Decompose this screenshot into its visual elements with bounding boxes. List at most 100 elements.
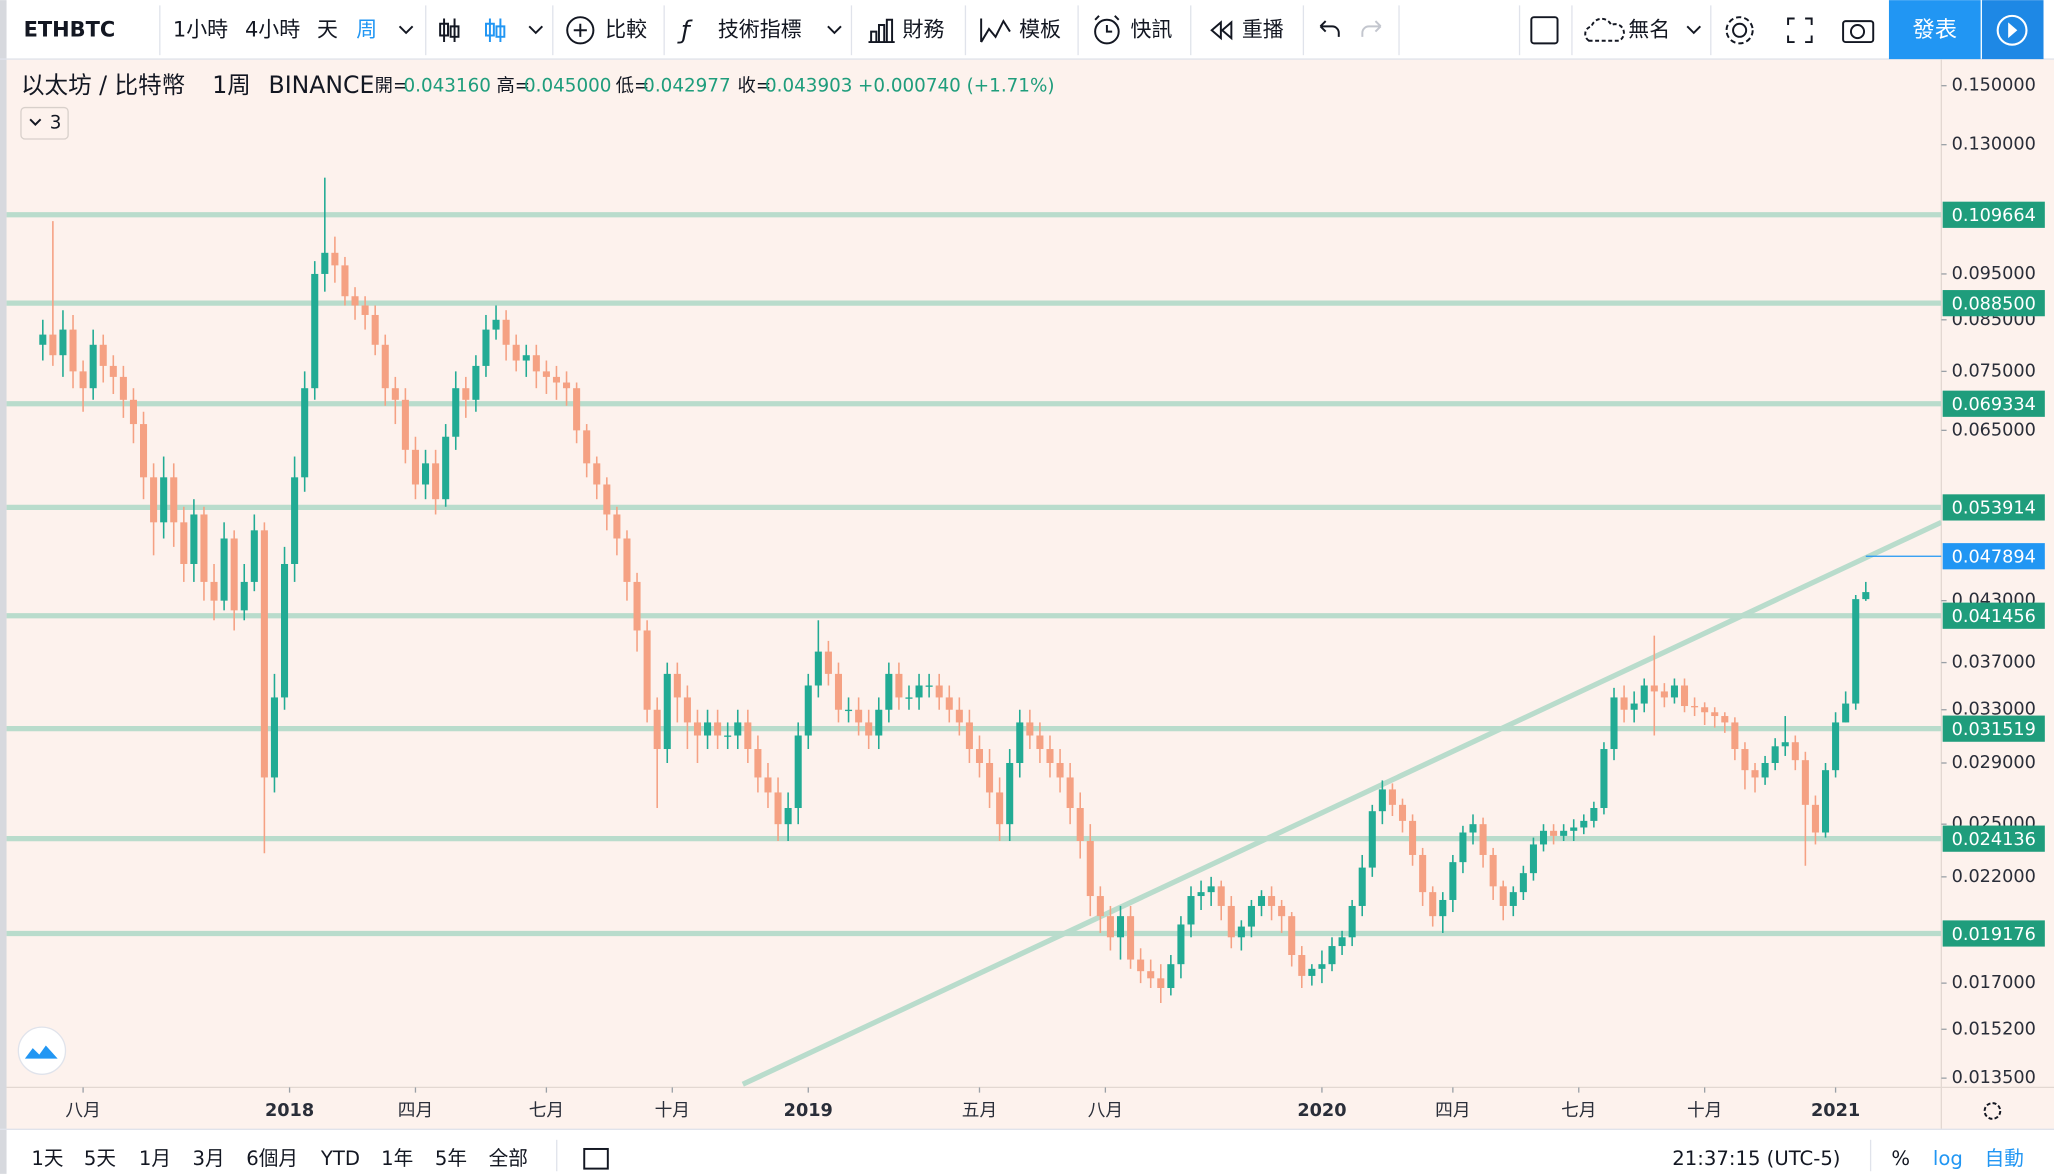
x-tick-label: 七月 bbox=[529, 1100, 564, 1121]
price-label: 0.047894 bbox=[1952, 548, 2036, 568]
camera-icon[interactable] bbox=[1842, 20, 1875, 44]
candle-body bbox=[140, 424, 148, 478]
candle-body bbox=[895, 673, 903, 698]
level-label: 0.088500 bbox=[1952, 294, 2036, 314]
stream-icon[interactable] bbox=[1996, 14, 2028, 46]
alert-icon[interactable] bbox=[1094, 15, 1120, 33]
settings-icon[interactable] bbox=[1732, 22, 1748, 38]
auto-toggle[interactable]: 自動 bbox=[1985, 1147, 2024, 1170]
candle-body bbox=[683, 697, 691, 723]
toolbar-button[interactable]: 技術指標 bbox=[718, 17, 802, 41]
log-toggle[interactable]: log bbox=[1933, 1147, 1963, 1170]
candle-body bbox=[1701, 707, 1709, 713]
range-button[interactable]: 1年 bbox=[381, 1147, 413, 1170]
toolbar-button[interactable]: 快訊 bbox=[1130, 17, 1172, 41]
range-button[interactable]: 6個月 bbox=[246, 1147, 298, 1170]
y-tick-label: 0.013500 bbox=[1952, 1068, 2036, 1088]
candle-body bbox=[885, 673, 893, 710]
financials-icon[interactable] bbox=[868, 18, 895, 44]
publish-button[interactable] bbox=[1888, 0, 1981, 60]
level-label: 0.024136 bbox=[1952, 830, 2036, 850]
replay-icon[interactable] bbox=[1210, 20, 1233, 41]
fullscreen-icon[interactable] bbox=[1787, 17, 1813, 44]
candle-body bbox=[925, 685, 933, 687]
compare-icon[interactable] bbox=[566, 16, 595, 45]
candle-body bbox=[1398, 804, 1407, 821]
candle-body bbox=[1680, 685, 1689, 707]
candle-body bbox=[542, 371, 550, 377]
range-button[interactable]: 全部 bbox=[489, 1147, 528, 1170]
candle-body bbox=[170, 477, 178, 523]
candle-body bbox=[452, 388, 460, 437]
fx-icon[interactable]: ƒ bbox=[677, 16, 693, 45]
range-button[interactable]: 1天 bbox=[31, 1147, 63, 1170]
candle-body bbox=[1449, 862, 1457, 900]
date-range-icon[interactable] bbox=[583, 1147, 609, 1170]
candle-body bbox=[512, 344, 520, 361]
symbol[interactable]: ETHBTC bbox=[24, 17, 116, 41]
range-button[interactable]: 1月 bbox=[139, 1147, 171, 1170]
indicator-count[interactable]: 3 bbox=[50, 112, 62, 133]
candle-body bbox=[270, 697, 278, 778]
template-icon[interactable] bbox=[980, 18, 1011, 43]
layout-name[interactable]: 無名 bbox=[1628, 17, 1670, 41]
candle-body bbox=[1338, 937, 1346, 947]
interval[interactable]: 天 bbox=[317, 17, 338, 41]
candle-body bbox=[1862, 592, 1870, 600]
chevron[interactable] bbox=[1686, 25, 1702, 35]
range-button[interactable]: 3月 bbox=[193, 1147, 225, 1170]
undo-icon[interactable] bbox=[1319, 20, 1340, 37]
candle-body bbox=[704, 722, 712, 736]
axis-settings-icon[interactable] bbox=[1983, 1102, 2002, 1120]
logo-mark[interactable] bbox=[24, 1045, 58, 1059]
candle-body bbox=[613, 514, 621, 539]
y-tick-label: 0.075000 bbox=[1952, 361, 2036, 381]
chevron[interactable] bbox=[29, 118, 42, 126]
toolbar-button[interactable]: 模板 bbox=[1019, 17, 1061, 41]
indicator-toggle[interactable] bbox=[20, 106, 69, 140]
x-tick-label: 八月 bbox=[65, 1101, 100, 1121]
candle-body bbox=[1086, 840, 1094, 897]
candle-body bbox=[1358, 867, 1366, 906]
alert-icon[interactable] bbox=[1094, 18, 1120, 45]
chevron[interactable] bbox=[528, 25, 544, 35]
toolbar-button[interactable]: 重播 bbox=[1242, 17, 1284, 41]
level-label: 0.031519 bbox=[1952, 720, 2036, 740]
candle-body bbox=[422, 463, 430, 485]
chevron[interactable] bbox=[398, 25, 414, 35]
candle-body bbox=[1409, 820, 1417, 855]
range-button[interactable]: 5天 bbox=[84, 1147, 116, 1170]
ohlc-label: 低= bbox=[616, 76, 650, 97]
layout-icon[interactable] bbox=[1530, 16, 1559, 45]
percent-toggle[interactable]: % bbox=[1891, 1147, 1910, 1170]
cloud-icon[interactable] bbox=[1584, 17, 1625, 42]
range-button[interactable]: 5年 bbox=[435, 1147, 467, 1170]
candle-body bbox=[1539, 830, 1548, 845]
camera-icon[interactable] bbox=[1849, 24, 1866, 40]
candle-body bbox=[1620, 697, 1628, 710]
candle-body bbox=[432, 463, 440, 500]
interval-selected[interactable]: 周 bbox=[356, 17, 377, 41]
publish-label[interactable]: 發表 bbox=[1913, 17, 1958, 43]
toolbar-button[interactable]: 財務 bbox=[903, 17, 945, 41]
candle-body bbox=[1157, 978, 1165, 989]
x-tick-label: 2020 bbox=[1297, 1101, 1346, 1121]
settings-icon[interactable] bbox=[1725, 16, 1754, 45]
candle-body bbox=[1116, 916, 1125, 938]
toolbar-button[interactable]: 比較 bbox=[605, 17, 647, 41]
range-button[interactable]: YTD bbox=[320, 1147, 360, 1170]
stream-icon[interactable] bbox=[2008, 22, 2018, 39]
candle-body bbox=[1600, 749, 1608, 809]
candle-body bbox=[220, 538, 228, 601]
candle-icon[interactable] bbox=[439, 18, 460, 43]
candle-body bbox=[49, 334, 57, 356]
chevron[interactable] bbox=[827, 25, 842, 35]
interval[interactable]: 4小時 bbox=[245, 17, 300, 41]
logo[interactable] bbox=[17, 1026, 67, 1075]
interval[interactable]: 1小時 bbox=[173, 17, 228, 41]
candle-icon-selected[interactable] bbox=[485, 18, 506, 43]
x-tick-label: 四月 bbox=[398, 1101, 433, 1121]
candle-body bbox=[1046, 749, 1054, 764]
candle-body bbox=[482, 329, 490, 366]
compare-icon[interactable] bbox=[573, 23, 587, 37]
